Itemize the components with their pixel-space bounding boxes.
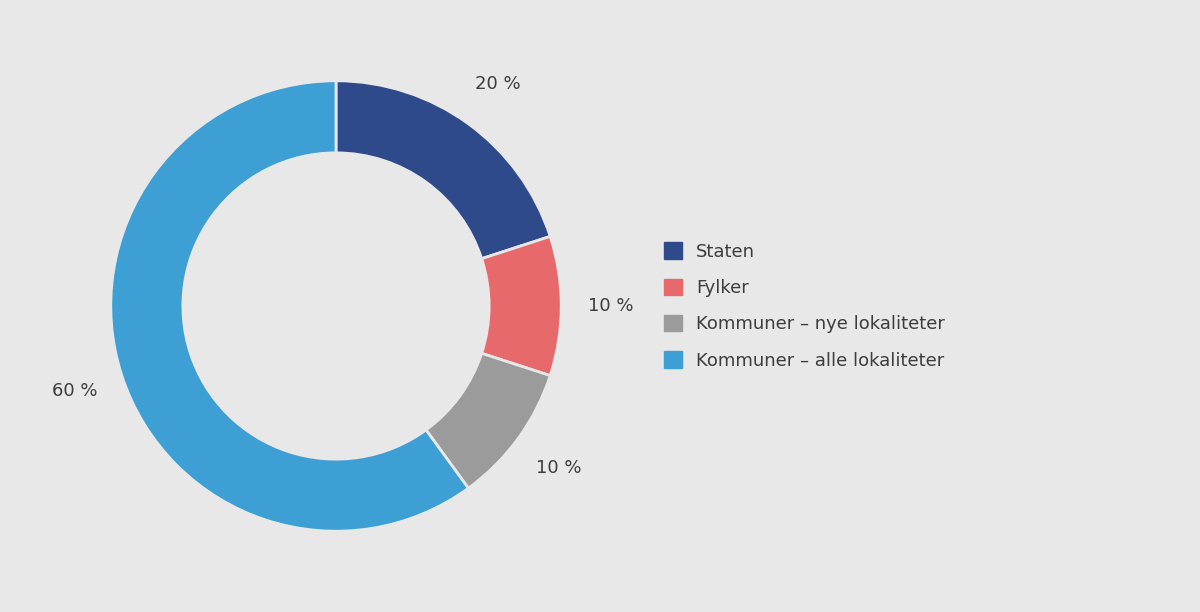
Text: 60 %: 60 % (52, 382, 97, 400)
Legend: Staten, Fylker, Kommuner – nye lokaliteter, Kommuner – alle lokaliteter: Staten, Fylker, Kommuner – nye lokalitet… (655, 233, 954, 379)
Text: 10 %: 10 % (588, 297, 634, 315)
Text: 20 %: 20 % (475, 75, 521, 92)
Wedge shape (481, 236, 562, 376)
Wedge shape (426, 353, 550, 488)
Wedge shape (336, 81, 550, 259)
Text: 10 %: 10 % (535, 458, 581, 477)
Wedge shape (110, 81, 468, 531)
